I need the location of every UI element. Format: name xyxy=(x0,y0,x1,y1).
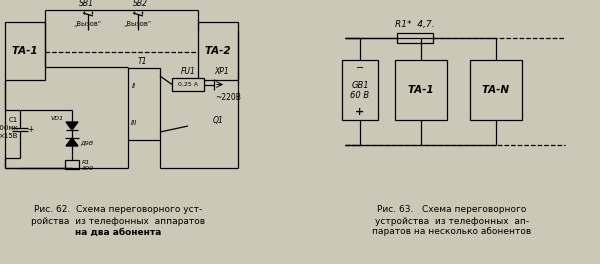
Text: R1*  4,7.: R1* 4,7. xyxy=(395,21,435,30)
Text: ×15В: ×15В xyxy=(0,133,18,139)
Bar xyxy=(397,33,433,43)
Text: ~220В: ~220В xyxy=(215,93,241,102)
Polygon shape xyxy=(66,122,78,130)
Text: ТА-1: ТА-1 xyxy=(407,85,434,95)
Text: −: − xyxy=(356,63,364,73)
Text: FU1: FU1 xyxy=(181,68,196,77)
Text: VD1: VD1 xyxy=(51,116,64,120)
Bar xyxy=(198,22,238,80)
Text: C1: C1 xyxy=(9,117,18,123)
Text: 500мк: 500мк xyxy=(0,125,18,131)
Bar xyxy=(5,22,45,80)
Text: GB1: GB1 xyxy=(351,81,369,89)
Text: ТА-N: ТА-N xyxy=(482,85,510,95)
Text: R1: R1 xyxy=(82,161,91,166)
Text: +: + xyxy=(27,125,33,134)
Text: на два абонента: на два абонента xyxy=(75,228,161,237)
Polygon shape xyxy=(66,130,78,138)
Text: SB2: SB2 xyxy=(133,0,148,7)
Text: T1: T1 xyxy=(137,58,147,67)
Text: „Вызов“: „Вызов“ xyxy=(124,21,152,27)
Text: +: + xyxy=(355,107,365,117)
Text: 0,25 А: 0,25 А xyxy=(178,82,198,87)
Text: ТА-1: ТА-1 xyxy=(11,46,38,56)
Text: устройства  из телефонных  ап-: устройства из телефонных ап- xyxy=(375,216,529,225)
Text: „Вызов“: „Вызов“ xyxy=(74,21,102,27)
Text: 300: 300 xyxy=(82,167,94,172)
Text: II: II xyxy=(132,83,136,89)
Polygon shape xyxy=(66,138,78,146)
Text: 60 В: 60 В xyxy=(350,92,370,101)
Text: Рис. 62.  Схема переговорного уст-: Рис. 62. Схема переговорного уст- xyxy=(34,205,202,214)
Text: XP1: XP1 xyxy=(215,68,229,77)
Bar xyxy=(172,78,204,91)
Bar xyxy=(128,68,160,140)
Text: Q1: Q1 xyxy=(212,116,223,125)
Text: III: III xyxy=(131,120,137,126)
Text: SB1: SB1 xyxy=(79,0,94,7)
Bar xyxy=(470,60,522,120)
Text: Рис. 63.   Схема переговорного: Рис. 63. Схема переговорного xyxy=(377,205,527,214)
Text: Д9В: Д9В xyxy=(80,140,93,145)
Text: ТА-2: ТА-2 xyxy=(205,46,232,56)
Bar xyxy=(65,160,79,169)
Bar xyxy=(395,60,447,120)
Text: паратов на несколько абонентов: паратов на несколько абонентов xyxy=(373,228,532,237)
Text: ройства  из телефонных  аппаратов: ройства из телефонных аппаратов xyxy=(31,216,205,225)
Bar xyxy=(342,60,378,120)
